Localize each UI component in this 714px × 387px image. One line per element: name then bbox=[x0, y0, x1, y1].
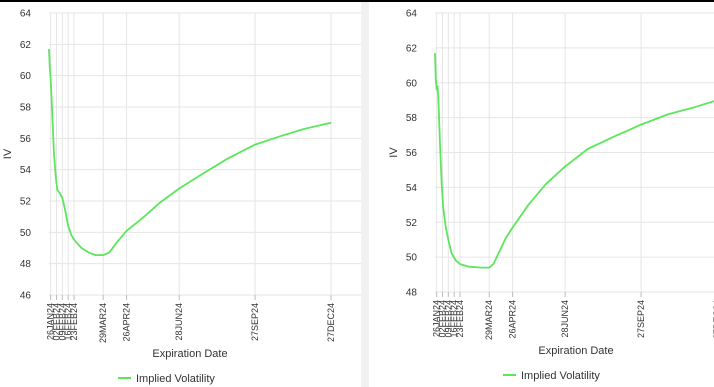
y-tick-label: 62 bbox=[406, 43, 418, 54]
y-tick-label: 64 bbox=[406, 9, 418, 20]
chart-panel-right: 48 50 52 54 56 58 60 62 64 26JAN24 02FEB24 09FEB24 1… bbox=[369, 2, 714, 387]
y-tick-label: 54 bbox=[406, 183, 418, 194]
y-tick-label: 56 bbox=[20, 134, 32, 145]
y-tick-label: 52 bbox=[406, 218, 418, 229]
y-tick-label: 58 bbox=[406, 113, 418, 124]
legend-label: Implied Volatility bbox=[136, 373, 215, 385]
legend-label: Implied Volatility bbox=[521, 370, 600, 382]
iv-series-line bbox=[434, 53, 714, 269]
x-tick-label: 02FEB24 bbox=[52, 303, 62, 341]
y-tick-label: 46 bbox=[20, 291, 32, 302]
x-tick-label: 26JAN24 bbox=[46, 303, 56, 340]
y-tick-label: 62 bbox=[20, 40, 32, 51]
y-tick-label: 48 bbox=[20, 259, 32, 270]
x-tick-label: 26APR24 bbox=[508, 300, 518, 339]
x-tick-label: 23FEB24 bbox=[69, 303, 79, 341]
x-tick-label: 28JUN24 bbox=[174, 303, 184, 341]
x-tick-label: 26APR24 bbox=[122, 303, 132, 342]
x-axis-title: Expiration Date bbox=[538, 345, 613, 357]
iv-chart-left: 46 48 50 52 54 56 58 60 62 64 26JAN2402FEB2409FEB2… bbox=[2, 9, 361, 385]
top-border bbox=[0, 0, 714, 2]
x-tick-label: 28JUN24 bbox=[560, 300, 570, 338]
x-tick-label: 27SEP24 bbox=[636, 300, 646, 338]
y-tick-label: 60 bbox=[20, 71, 32, 82]
x-tick-label: 29MAR24 bbox=[98, 303, 108, 343]
x-axis-title: Expiration Date bbox=[152, 348, 227, 360]
y-tick-label: 60 bbox=[406, 78, 418, 89]
panel-separator bbox=[361, 2, 369, 387]
x-tick-label: 27DEC24 bbox=[712, 300, 714, 339]
y-tick-label: 50 bbox=[406, 253, 418, 264]
x-tick-label: 09FEB24 bbox=[57, 303, 67, 341]
y-axis-title: IV bbox=[388, 147, 400, 158]
x-tick-label: 02FEB24 bbox=[438, 300, 448, 338]
iv-series-line bbox=[48, 48, 332, 256]
y-tick-label: 50 bbox=[20, 228, 32, 239]
y-axis-title: IV bbox=[2, 148, 14, 159]
y-tick-label: 54 bbox=[20, 165, 32, 176]
y-tick-label: 64 bbox=[20, 9, 32, 20]
y-tick-label: 58 bbox=[20, 103, 32, 114]
x-tick-label: 16FEB24 bbox=[63, 303, 73, 341]
x-tick-label: 23FEB24 bbox=[455, 300, 465, 338]
chart-panel-left: 46 48 50 52 54 56 58 60 62 64 26JAN24 02FEB24 09FEB2… bbox=[0, 2, 361, 387]
y-tick-label: 56 bbox=[406, 148, 418, 159]
y-tick-label: 48 bbox=[406, 288, 418, 299]
x-tick-label: 16FEB24 bbox=[449, 300, 459, 338]
x-tick-label: 09FEB24 bbox=[443, 300, 453, 338]
y-tick-label: 52 bbox=[20, 197, 32, 208]
x-tick-label: 27SEP24 bbox=[250, 303, 260, 341]
x-tick-label: 26JAN24 bbox=[432, 300, 442, 337]
x-tick-label: 29MAR24 bbox=[484, 300, 494, 340]
iv-chart-right: 48 50 52 54 56 58 60 62 64 26JAN2402FEB2409FEB241… bbox=[388, 9, 714, 382]
x-tick-label: 27DEC24 bbox=[326, 303, 336, 342]
